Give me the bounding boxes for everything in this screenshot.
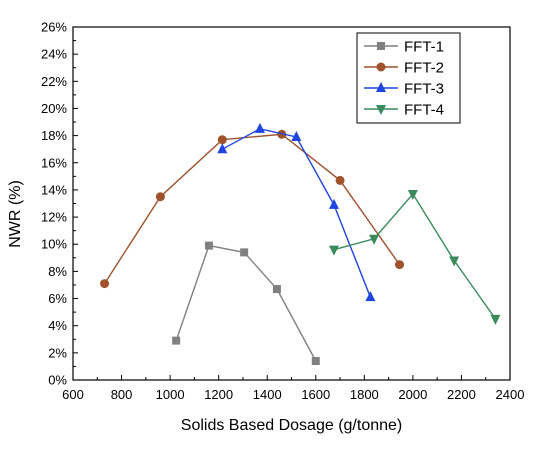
x-tick-label: 2000 (398, 387, 427, 402)
legend-label: FFT-1 (404, 39, 444, 56)
legend-label: FFT-4 (404, 102, 444, 119)
data-point (335, 175, 345, 185)
series-line (333, 192, 497, 320)
data-point (155, 192, 165, 202)
data-point (328, 245, 339, 256)
series-fft-3 (217, 122, 376, 302)
legend-item: FFT-3 (364, 81, 444, 98)
y-tick-label: 18% (41, 128, 67, 143)
data-point (291, 130, 302, 141)
legend-marker (376, 62, 386, 72)
x-tick-label: 1600 (301, 387, 330, 402)
x-tick-label: 600 (62, 387, 84, 402)
data-point (311, 356, 320, 365)
x-tick-label: 1200 (204, 387, 233, 402)
data-point (395, 260, 405, 270)
legend-marker (377, 42, 385, 50)
data-point (204, 241, 213, 250)
series-fft-4 (328, 189, 501, 325)
series-line (175, 244, 317, 362)
series-line (221, 128, 372, 298)
y-tick-label: 0% (48, 373, 67, 388)
data-point (369, 234, 380, 245)
legend-marker (376, 105, 386, 115)
axis-ticks: 600 800 1000 1200 1400 1600 1800 2000 2200 2400 0%… (41, 20, 524, 403)
data-point (172, 336, 181, 345)
y-tick-label: 20% (41, 101, 67, 116)
y-tick-label: 14% (41, 182, 67, 197)
y-tick-label: 2% (48, 345, 67, 360)
y-axis-title: NWR (%) (7, 180, 24, 248)
data-point (254, 122, 265, 133)
y-tick-label: 12% (41, 210, 67, 225)
y-tick-label: 6% (48, 291, 67, 306)
x-tick-label: 800 (111, 387, 133, 402)
legend-marker (376, 82, 386, 92)
legend: FFT-1 FFT-2 FFT-3 FFT-4 (356, 32, 461, 124)
data-point (449, 256, 460, 267)
series-line (103, 133, 401, 284)
x-axis-title: Solids Based Dosage (g/tonne) (181, 417, 402, 434)
y-tick-label: 8% (48, 264, 67, 279)
legend-box (356, 32, 461, 124)
data-point (328, 198, 339, 209)
data-point (272, 285, 281, 294)
legend-label: FFT-2 (404, 60, 444, 77)
x-tick-label: 2400 (496, 387, 525, 402)
legend-label: FFT-3 (404, 81, 444, 98)
series-layer (100, 122, 501, 365)
data-point (490, 314, 501, 325)
y-tick-label: 24% (41, 47, 67, 62)
data-point (407, 189, 418, 200)
legend-item: FFT-2 (364, 60, 444, 77)
x-tick-label: 1800 (350, 387, 379, 402)
data-point (217, 135, 227, 145)
x-tick-label: 2200 (447, 387, 476, 402)
x-tick-label: 1400 (253, 387, 282, 402)
series-fft-1 (172, 241, 320, 365)
data-point (100, 279, 110, 289)
data-point (217, 143, 228, 154)
data-point (365, 291, 376, 302)
y-tick-label: 26% (41, 20, 67, 35)
x-tick-label: 1000 (156, 387, 185, 402)
y-tick-label: 4% (48, 318, 67, 333)
legend-item: FFT-4 (364, 102, 444, 119)
y-tick-label: 22% (41, 74, 67, 89)
legend-item: FFT-1 (364, 39, 444, 56)
y-tick-label: 10% (41, 237, 67, 252)
data-point (240, 248, 249, 257)
series-fft-2 (100, 129, 405, 289)
y-tick-label: 16% (41, 155, 67, 170)
